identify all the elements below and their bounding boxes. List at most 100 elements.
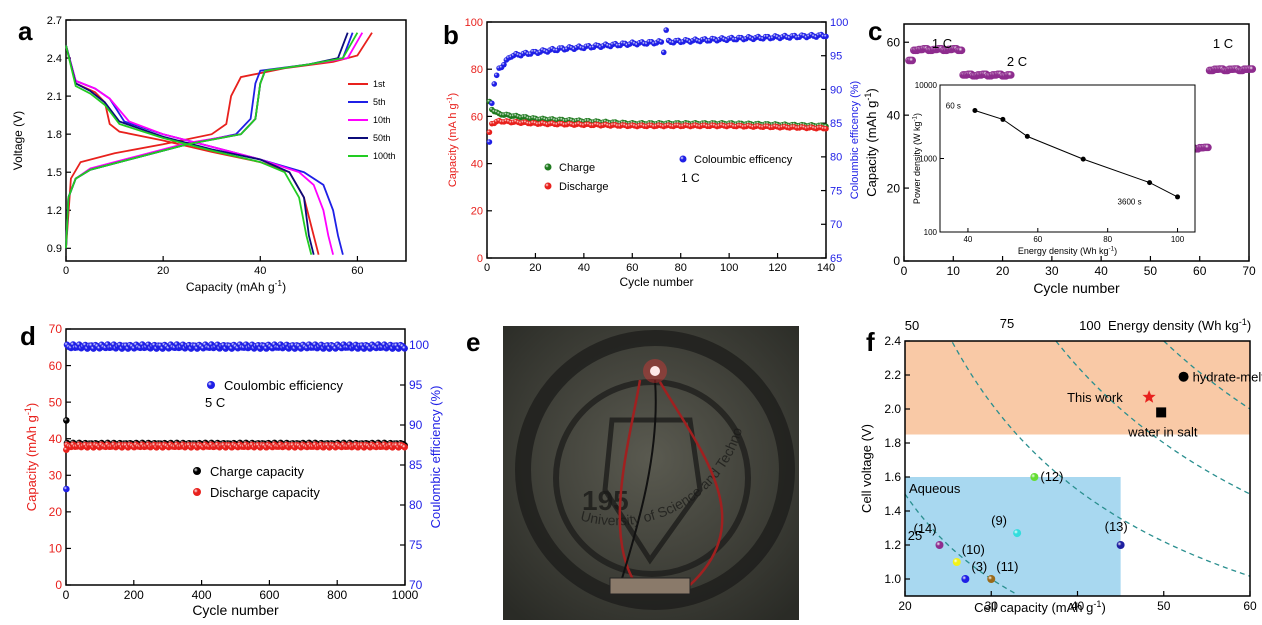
wire-red-2 <box>658 381 724 586</box>
data-point-first-Coulombic efficiency-shine <box>63 485 70 493</box>
x-axis-label: Cycle number <box>1033 280 1120 296</box>
y2-tick-label: 100 <box>830 17 848 29</box>
legend-marker-ce-shine <box>679 155 687 163</box>
legend-marker-discharge-shine <box>544 182 552 190</box>
panel-c-chart: 0 10 20 30 40 50 60 70 0 20 40 60 Cycle number Capaci… <box>863 23 1257 296</box>
panel-letter-c: c <box>868 16 882 46</box>
y2-tick-label: 90 <box>409 418 423 432</box>
inset-x-tick-label: 40 <box>963 235 972 244</box>
series-line-10th-charge <box>65 32 364 249</box>
y-tick-label: 100 <box>465 17 483 29</box>
y-axis-label: Cell voltage (V) <box>859 424 874 513</box>
led-light <box>650 366 660 376</box>
region-1 <box>905 477 1121 596</box>
y-tick-label: 1.0 <box>884 572 901 586</box>
y-tick-label: 2.7 <box>47 15 62 27</box>
y-tick-label: 70 <box>49 322 63 336</box>
wire-dark <box>619 379 657 586</box>
marker-ref-(12)-shine <box>1030 473 1039 481</box>
data-point-segment-fill-shine <box>1006 71 1015 79</box>
x-tick-label: 50 <box>1157 599 1171 613</box>
series-line-50th-discharge <box>65 45 315 255</box>
x-tick-label: 600 <box>259 588 279 602</box>
plot-frame <box>65 19 407 262</box>
point-label: (3) <box>971 559 987 574</box>
inset-line <box>974 110 1178 198</box>
legend-label: 50th <box>373 133 391 143</box>
x-tick-label: 60 <box>626 262 638 274</box>
data-point-Discharge-shine <box>486 129 493 136</box>
y2-axis-label: Coulombic efficiency (%) <box>428 386 443 529</box>
data-point-Coloumbic efficency-shine <box>489 100 495 107</box>
panel-e-photo: 195 University of Science and Technology… <box>0 0 799 620</box>
y2-tick-label: 100 <box>409 338 429 352</box>
inset-y-tick-label: 1000 <box>919 155 937 164</box>
point-label: (9) <box>991 513 1007 528</box>
data-point-Coloumbic efficency-shine <box>491 81 498 87</box>
x-tick-label: 80 <box>675 262 687 274</box>
legend-label-charge: Charge capacity <box>210 464 304 479</box>
point-label: (12) <box>1040 469 1063 484</box>
marker-this-work <box>1142 390 1156 403</box>
legend-label-ce: Coulombic efficiency <box>224 378 343 393</box>
inset-point <box>1175 194 1181 200</box>
x-tick-label: 400 <box>192 588 212 602</box>
isoline-75 <box>1055 340 1251 495</box>
region-0 <box>905 341 1250 435</box>
data-point-Coloumbic efficency-shine <box>486 139 493 145</box>
x-tick-label: 200 <box>124 588 144 602</box>
data-point-Coloumbic efficency-shine <box>658 39 665 45</box>
data-point-Discharge capacity-shine <box>401 443 408 451</box>
isoline-25 <box>904 493 1018 596</box>
data-point-segment-fill-shine <box>1204 143 1212 152</box>
data-point-Discharge-shine <box>823 125 829 132</box>
isoline-label-50: 50 <box>905 318 919 333</box>
y-tick-label: 20 <box>471 206 483 218</box>
data-point-segment-fill-shine <box>957 46 966 55</box>
x-tick-label: 1000 <box>392 588 419 602</box>
x-tick-label: 10 <box>947 264 961 278</box>
x-tick-label: 40 <box>1094 264 1108 278</box>
y2-tick-label: 85 <box>409 458 423 472</box>
inset-point <box>972 107 978 113</box>
y-tick-label: 2.2 <box>884 368 901 382</box>
panel-f-chart: Aqueous 20 30 40 50 60 1.0 1.2 1.4 1.6 1.8 2.0 2.2 2.… <box>859 316 1262 615</box>
data-point-segment-fill-shine <box>908 56 917 65</box>
y2-tick-label: 95 <box>830 51 842 63</box>
wire-red <box>618 379 642 591</box>
legend-label-ce: Coloumbic efficency <box>694 154 793 166</box>
rate-label: 1 C <box>932 36 952 51</box>
point-label: This work <box>1067 390 1123 405</box>
data-point-Coloumbic efficency-shine <box>493 72 500 79</box>
inset-y-tick-label: 10000 <box>915 81 938 90</box>
y2-tick-label: 70 <box>830 219 842 231</box>
y2-tick-label: 85 <box>830 118 842 130</box>
point-label: hydrate-melt <box>1193 370 1262 385</box>
inset-x-tick-label: 100 <box>1171 235 1185 244</box>
panel-letter-b: b <box>443 20 459 50</box>
inset-point <box>1080 156 1086 162</box>
x-tick-label: 0 <box>63 265 69 277</box>
marker-ref-(10)-shine <box>952 558 961 566</box>
y-tick-label: 2.4 <box>47 53 62 65</box>
x-tick-label: 40 <box>254 265 266 277</box>
legend-label: 100th <box>373 151 396 161</box>
battery-cell <box>609 577 691 595</box>
y2-tick-label: 75 <box>830 185 842 197</box>
x-tick-label: 0 <box>901 264 908 278</box>
x-tick-label: 40 <box>1071 599 1085 613</box>
y2-tick-label: 80 <box>409 498 423 512</box>
panel-letter-a: a <box>18 16 33 46</box>
legend-marker-charge-shine <box>193 467 201 475</box>
inset-y-tick-label: 100 <box>924 228 938 237</box>
x-tick-label: 60 <box>1243 599 1257 613</box>
y-tick-label: 1.4 <box>884 504 901 518</box>
marker-water-in-salt <box>1156 407 1167 418</box>
series-line-100th-charge <box>65 32 359 249</box>
inset-x-tick-label: 80 <box>1103 235 1112 244</box>
series-line-100th-discharge <box>65 45 313 255</box>
legend-label-charge: Charge <box>559 162 595 174</box>
y-tick-label: 50 <box>49 395 63 409</box>
marker-ref-(3)-shine <box>961 575 970 583</box>
y-tick-label: 60 <box>471 111 483 123</box>
